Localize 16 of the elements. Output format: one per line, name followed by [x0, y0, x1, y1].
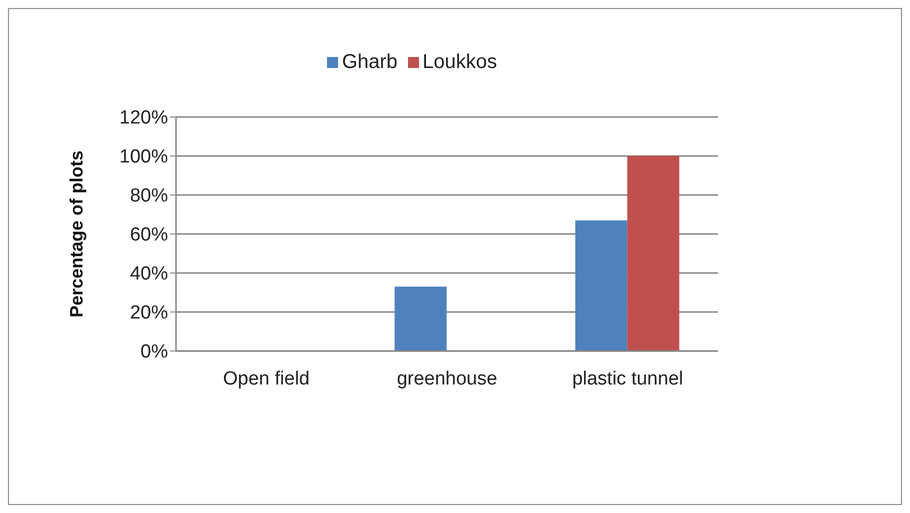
y-tick-label: 100% [119, 146, 168, 168]
legend-label: Loukkos [422, 51, 498, 73]
y-axis-title: Percentage of plots [66, 150, 86, 318]
x-tick-label: greenhouse [396, 368, 498, 390]
bar [394, 286, 447, 351]
legend-label: Gharb [342, 51, 398, 73]
x-tick-label: plastic tunnel [572, 368, 684, 390]
y-tick-label: 80% [130, 186, 168, 207]
y-tick-label: 0% [140, 342, 168, 363]
y-tick-label: 60% [130, 224, 168, 246]
y-tick-label: 20% [130, 302, 168, 324]
bar [575, 220, 628, 351]
y-tick-label: 40% [130, 264, 168, 285]
bar [627, 156, 680, 351]
x-tick-label: Open field [223, 368, 310, 390]
y-tick-label: 120% [119, 108, 168, 129]
